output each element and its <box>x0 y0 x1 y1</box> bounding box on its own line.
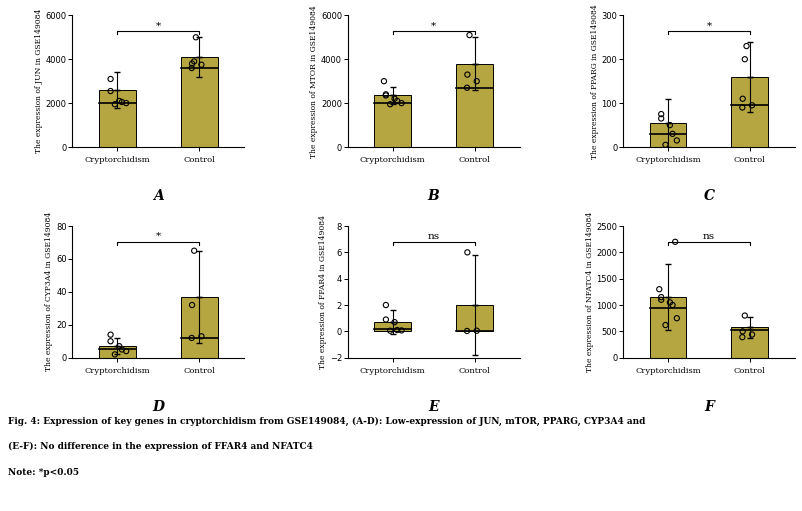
Point <box>104 87 117 95</box>
Point <box>670 136 683 145</box>
Point <box>119 347 132 355</box>
Point <box>662 298 675 307</box>
Point <box>185 59 198 67</box>
Y-axis label: The expression of CYP3A4 in GSE149084: The expression of CYP3A4 in GSE149084 <box>45 212 53 371</box>
Bar <box>731 327 768 358</box>
Point <box>463 31 476 39</box>
Text: *: * <box>706 21 711 31</box>
Point <box>652 285 665 293</box>
Point <box>745 331 758 339</box>
Point <box>379 91 392 100</box>
Point <box>460 327 473 335</box>
Text: C: C <box>703 189 714 203</box>
Point <box>104 331 117 339</box>
Text: B: B <box>427 189 439 203</box>
Bar <box>374 322 411 331</box>
Text: (E-F): No difference in the expression of FFAR4 and NFATC4: (E-F): No difference in the expression o… <box>8 442 313 451</box>
Point <box>379 301 392 309</box>
Point <box>395 99 407 107</box>
Y-axis label: The expression of MTOR in GSE149084: The expression of MTOR in GSE149084 <box>310 5 318 157</box>
Bar <box>180 297 217 358</box>
Point <box>738 55 751 63</box>
Point <box>739 42 752 50</box>
Point <box>654 296 666 304</box>
Bar <box>456 63 492 147</box>
Point <box>658 141 671 149</box>
Point <box>108 351 121 359</box>
Point <box>377 77 390 85</box>
Point <box>745 101 758 109</box>
Point <box>189 33 202 41</box>
Point <box>115 98 128 106</box>
Point <box>379 315 392 323</box>
Text: *: * <box>156 232 160 241</box>
Point <box>470 77 483 85</box>
Text: E: E <box>427 400 439 414</box>
Point <box>383 327 396 335</box>
Text: D: D <box>152 400 164 414</box>
Text: F: F <box>703 400 713 414</box>
Text: ns: ns <box>427 232 439 241</box>
Point <box>195 332 208 340</box>
Text: Fig. 4: Expression of key genes in cryptorchidism from GSE149084, (A-D): Low-exp: Fig. 4: Expression of key genes in crypt… <box>8 416 645 426</box>
Point <box>666 130 678 138</box>
Point <box>460 71 473 79</box>
Y-axis label: The expression of JUN in GSE149084: The expression of JUN in GSE149084 <box>34 9 43 153</box>
Point <box>735 327 748 335</box>
Y-axis label: The expression of PPARG in GSE149084: The expression of PPARG in GSE149084 <box>590 4 598 158</box>
Point <box>735 95 748 103</box>
Point <box>738 312 751 320</box>
Point <box>383 100 396 108</box>
Point <box>460 248 473 257</box>
Point <box>387 95 400 103</box>
Point <box>460 84 473 92</box>
Point <box>188 247 200 255</box>
Point <box>391 326 403 334</box>
Point <box>735 103 747 111</box>
Bar <box>649 297 686 358</box>
Point <box>654 114 666 123</box>
Text: Note: *p<0.05: Note: *p<0.05 <box>8 468 79 477</box>
Point <box>379 90 392 99</box>
Point <box>670 314 683 322</box>
Bar <box>180 57 217 147</box>
Bar <box>731 77 768 147</box>
Point <box>185 301 198 309</box>
Text: A: A <box>152 189 164 203</box>
Point <box>470 327 483 335</box>
Point <box>662 121 675 129</box>
Point <box>654 293 666 301</box>
Point <box>654 110 666 118</box>
Y-axis label: The expression of NFATC4 in GSE149084: The expression of NFATC4 in GSE149084 <box>585 212 593 372</box>
Point <box>185 64 198 72</box>
Point <box>666 301 678 309</box>
Text: *: * <box>431 21 435 31</box>
Point <box>115 345 128 354</box>
Point <box>104 337 117 345</box>
Point <box>668 238 681 246</box>
Bar <box>99 90 136 147</box>
Bar <box>649 123 686 147</box>
Point <box>188 57 200 65</box>
Point <box>735 333 747 341</box>
Point <box>658 321 671 329</box>
Text: *: * <box>156 21 160 31</box>
Bar <box>99 346 136 358</box>
Point <box>185 334 198 342</box>
Bar <box>374 96 411 147</box>
Point <box>395 327 407 335</box>
Point <box>104 75 117 83</box>
Bar <box>456 305 492 331</box>
Point <box>391 97 403 105</box>
Point <box>195 61 208 69</box>
Y-axis label: The expression of FFAR4 in GSE149084: The expression of FFAR4 in GSE149084 <box>318 215 326 369</box>
Point <box>119 99 132 107</box>
Point <box>113 342 126 350</box>
Text: ns: ns <box>702 232 714 241</box>
Point <box>108 100 121 108</box>
Point <box>387 318 400 326</box>
Point <box>113 97 126 105</box>
